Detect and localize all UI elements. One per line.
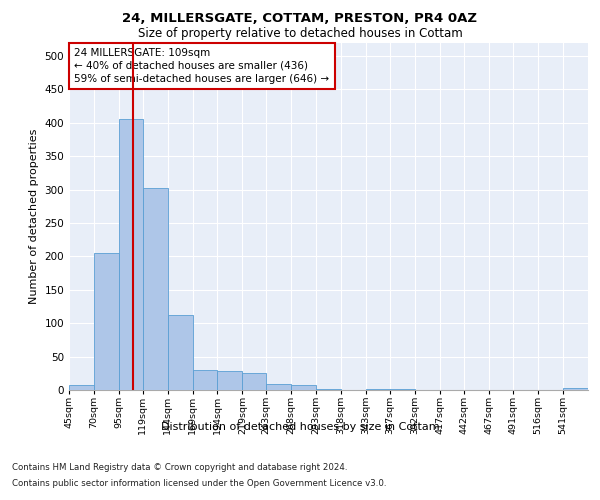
Bar (217, 372, 242, 390)
Bar (167, 315, 193, 390)
Text: 24 MILLERSGATE: 109sqm
← 40% of detached houses are smaller (436)
59% of semi-de: 24 MILLERSGATE: 109sqm ← 40% of detached… (74, 48, 329, 84)
Bar (193, 370, 217, 390)
Bar (366, 388, 390, 390)
Bar (119, 120, 143, 390)
Bar (242, 372, 266, 390)
Y-axis label: Number of detached properties: Number of detached properties (29, 128, 39, 304)
Text: Contains HM Land Registry data © Crown copyright and database right 2024.: Contains HM Land Registry data © Crown c… (12, 462, 347, 471)
Bar (563, 388, 588, 390)
Bar (316, 388, 341, 390)
Bar (291, 386, 316, 390)
Bar (143, 188, 167, 390)
Text: Size of property relative to detached houses in Cottam: Size of property relative to detached ho… (137, 28, 463, 40)
Bar (94, 253, 119, 390)
Text: 24, MILLERSGATE, COTTAM, PRESTON, PR4 0AZ: 24, MILLERSGATE, COTTAM, PRESTON, PR4 0A… (122, 12, 478, 26)
Text: Distribution of detached houses by size in Cottam: Distribution of detached houses by size … (161, 422, 439, 432)
Bar (69, 384, 94, 390)
Bar (266, 384, 291, 390)
Text: Contains public sector information licensed under the Open Government Licence v3: Contains public sector information licen… (12, 479, 386, 488)
